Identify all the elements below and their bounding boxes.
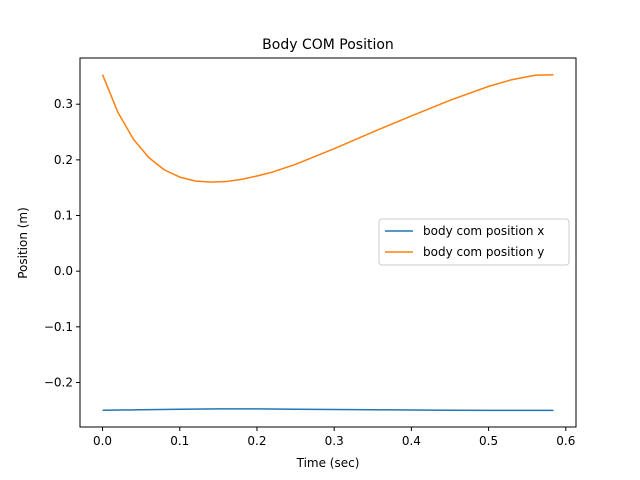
x-tick-label: 0.1	[170, 434, 189, 448]
y-tick-label: 0.0	[54, 264, 73, 278]
chart-title: Body COM Position	[262, 37, 394, 53]
x-tick-label: 0.2	[247, 434, 266, 448]
legend-box	[378, 218, 570, 266]
x-tick-label: 0.0	[93, 434, 112, 448]
y-axis: −0.2 −0.1 0.0 0.1 0.2 0.3	[44, 97, 80, 389]
x-axis: 0.0 0.1 0.2 0.3 0.4 0.5 0.6	[93, 427, 575, 448]
x-tick-label: 0.4	[402, 434, 421, 448]
x-axis-label: Time (sec)	[296, 456, 360, 470]
plot-area	[101, 73, 554, 412]
y-tick-label: 0.2	[54, 153, 73, 167]
x-tick-label: 0.6	[556, 434, 575, 448]
legend-label-0: body com position x	[423, 224, 544, 238]
series-line-1	[101, 73, 554, 183]
y-tick-label: 0.1	[54, 209, 73, 223]
y-axis-label: Position (m)	[16, 207, 30, 279]
x-tick-label: 0.3	[325, 434, 344, 448]
y-tick-label: −0.2	[44, 375, 73, 389]
series-line-0	[102, 408, 554, 412]
axes-frame	[79, 57, 577, 428]
x-tick-label: 0.5	[479, 434, 498, 448]
y-tick-label: −0.1	[44, 320, 73, 334]
legend: body com position x body com position y	[378, 218, 570, 266]
legend-label-1: body com position y	[423, 245, 544, 259]
y-tick-label: 0.3	[54, 97, 73, 111]
